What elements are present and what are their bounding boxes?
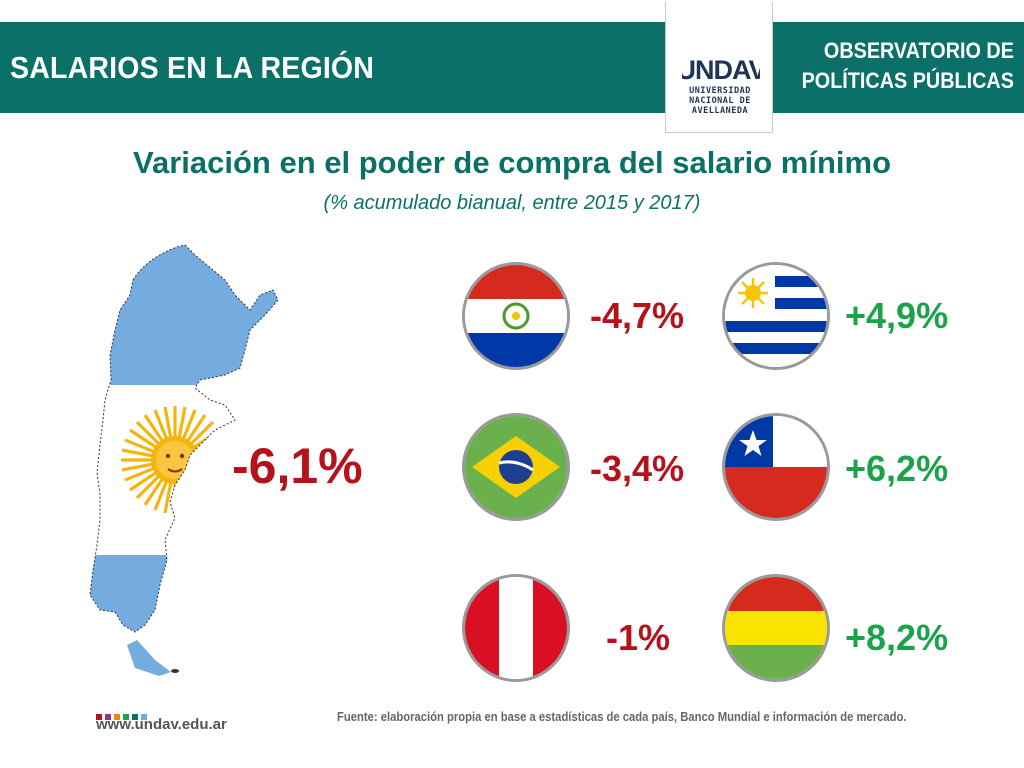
bolivia-value: +8,2% xyxy=(845,617,949,658)
organization-name-line1: OBSERVATORIO DE xyxy=(824,38,1014,63)
page-section-title: SALARIOS EN LA REGIÓN xyxy=(10,50,375,85)
chile-flag-icon xyxy=(722,413,830,521)
peru-flag-icon xyxy=(462,574,570,682)
logo-line3: AVELLANEDA xyxy=(691,106,749,116)
brazil-value: -3,4% xyxy=(590,448,685,489)
subtitle: (% acumulado bianual, entre 2015 y 2017) xyxy=(323,192,701,214)
organization-name: OBSERVATORIO DE POLÍTICAS PÚBLICAS xyxy=(802,36,1014,96)
undav-logo-text: UNIVERSIDAD NACIONAL DE AVELLANEDA xyxy=(666,86,774,116)
brand-color-dots xyxy=(96,707,176,720)
peru-value: -1% xyxy=(606,617,671,658)
main-title: Variación en el poder de compra del sala… xyxy=(132,145,892,180)
argentina-map xyxy=(89,244,279,676)
tierra-del-fuego-shape xyxy=(127,640,171,676)
organization-name-line2: POLÍTICAS PÚBLICAS xyxy=(801,68,1014,93)
paraguay-flag-icon xyxy=(462,262,570,370)
website-link[interactable]: www.undav.edu.ar xyxy=(96,716,227,733)
uruguay-value: +4,9% xyxy=(845,295,949,336)
argentina-value: -6,1% xyxy=(232,438,363,494)
source-note: Fuente: elaboración propia en base a est… xyxy=(337,710,907,724)
header-bar: SALARIOS EN LA REGIÓN OBSERVATORIO DE PO… xyxy=(0,22,1024,113)
paraguay-value: -4,7% xyxy=(590,295,685,336)
bolivia-flag-icon xyxy=(722,574,830,682)
chile-value: +6,2% xyxy=(845,448,949,489)
brazil-flag-icon xyxy=(462,413,570,521)
undav-logo-mark: UNDAV xyxy=(682,56,760,82)
sun-of-may-icon xyxy=(121,406,229,514)
undav-logo: UNDAV UNIVERSIDAD NACIONAL DE AVELLANEDA xyxy=(665,2,773,133)
uruguay-flag-icon xyxy=(722,262,830,370)
undav-logo-mark-text: UNDAV xyxy=(682,56,760,82)
logo-line1: UNIVERSIDAD xyxy=(689,86,751,96)
logo-line2: NACIONAL DE xyxy=(689,96,751,106)
